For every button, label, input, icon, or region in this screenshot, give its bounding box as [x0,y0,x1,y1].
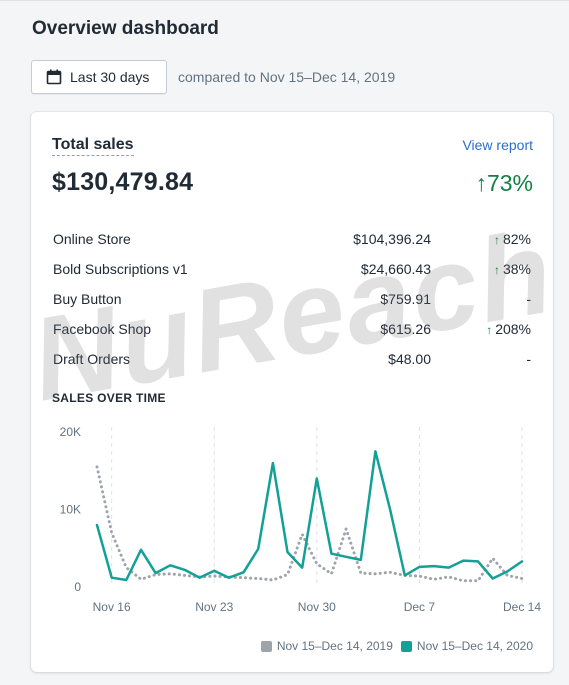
legend-label-current: Nov 15–Dec 14, 2020 [416,639,533,653]
channel-row: Bold Subscriptions v1 $24,660.43 ↑ 38% [53,254,531,284]
chart-legend: Nov 15–Dec 14, 2019 Nov 15–Dec 14, 2020 [31,639,533,653]
channel-row: Draft Orders $48.00 - [53,344,531,374]
channel-name: Draft Orders [53,351,131,367]
top-divider [0,0,569,1]
channel-name: Facebook Shop [53,321,152,337]
arrow-up-icon: ↑ [486,323,493,337]
channel-change: - [526,291,531,307]
calendar-icon [46,69,62,85]
y-tick-label: 0 [74,580,81,594]
x-tick-label: Dec 14 [503,600,541,614]
x-tick-label: Nov 30 [298,600,336,614]
total-sales-title: Total sales [52,136,134,156]
legend-swatch-current [400,640,412,652]
legend-swatch-previous [260,640,272,652]
total-sales-value: $130,479.84 [52,168,194,196]
y-tick-label: 10K [60,503,81,517]
channel-amount: $24,660.43 [360,261,431,277]
channel-change: ↑ 38% [493,261,531,277]
x-tick-label: Nov 16 [93,600,131,614]
y-tick-label: 20K [60,425,81,439]
channel-amount: $48.00 [388,351,431,367]
date-range-label: Last 30 days [70,69,150,85]
date-range-button[interactable]: Last 30 days [31,60,167,94]
x-tick-label: Nov 23 [195,600,233,614]
arrow-up-icon: ↑ [493,263,500,277]
view-report-link[interactable]: View report [462,137,533,153]
arrow-up-icon: ↑ [475,170,487,196]
channel-change: ↑ 82% [493,231,531,247]
legend-label-previous: Nov 15–Dec 14, 2019 [276,639,393,653]
channel-name: Buy Button [53,291,122,307]
series-line-previous [95,465,524,583]
channel-row: Online Store $104,396.24 ↑ 82% [53,224,531,254]
compare-text: compared to Nov 15–Dec 14, 2019 [178,69,396,85]
total-sales-card: Total sales View report $130,479.84 ↑73%… [31,112,553,672]
page-title: Overview dashboard [32,18,219,39]
channel-amount: $759.91 [380,291,431,307]
channel-row: Buy Button $759.91 - [53,284,531,314]
legend-item-previous: Nov 15–Dec 14, 2019 [260,639,393,653]
series-line-current [95,450,524,582]
sales-over-time-chart: Nov 16 Nov 23 Nov 30 Dec 7 Dec 14 0 10K 20K [60,425,542,614]
channel-amount: $615.26 [380,321,431,337]
channel-amount: $104,396.24 [353,231,431,247]
total-sales-change: ↑73% [475,170,533,197]
channel-change: ↑ 208% [486,321,531,337]
sales-over-time-label: SALES OVER TIME [52,391,166,405]
channel-row: Facebook Shop $615.26 ↑ 208% [53,314,531,344]
channel-name: Online Store [53,231,131,247]
legend-item-current: Nov 15–Dec 14, 2020 [400,639,533,653]
channel-breakdown: Online Store $104,396.24 ↑ 82% Bold Subsc… [53,224,531,374]
x-tick-label: Dec 7 [404,600,436,614]
channel-change: - [526,351,531,367]
channel-name: Bold Subscriptions v1 [53,261,188,277]
arrow-up-icon: ↑ [493,233,500,247]
total-change-value: 73% [486,170,533,196]
